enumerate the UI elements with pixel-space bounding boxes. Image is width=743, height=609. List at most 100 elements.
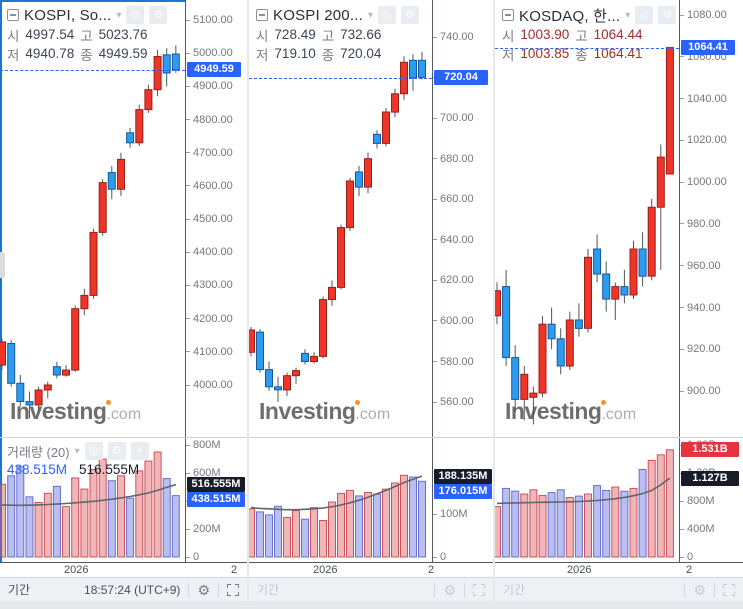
indicator-settings-button[interactable]: ⚙ [107,442,126,460]
series-settings-button[interactable]: ⚙ [400,6,419,24]
fullscreen-button[interactable] [227,583,239,596]
price-tick: 4400.00 [186,245,233,259]
remove-indicator-button[interactable]: × [130,442,149,460]
price-axis[interactable]: 740.00720.00700.00680.00660.00640.00620.… [433,0,493,437]
toolbar-divider [684,582,686,597]
series-settings-button[interactable]: ⚙ [149,6,168,24]
volume-value-label: 188.135M [434,468,492,484]
watermark-orange-dot [355,400,360,405]
chart-canvas[interactable] [0,0,185,562]
price-axis[interactable]: 1080.00 1060.00 1040.00 1020.00 1000.00 980.0… [680,0,743,437]
price-tick: 5000.00 [186,46,233,60]
price-tick: 4100.00 [186,345,233,359]
volume-tick: 100M [433,507,468,521]
open-value: 1003.90 [520,27,570,42]
visibility-toggle-button[interactable]: ◎ [635,6,654,24]
pane-separator[interactable] [495,437,743,438]
price-tick: 620.00 [433,273,474,287]
open-label: 시 [502,28,515,44]
volume-tick: 0 [680,550,693,564]
symbol-title[interactable]: KOSPI 200... [273,6,363,24]
clock: 18:57:24 (UTC+9) [84,582,181,597]
visibility-toggle-button[interactable]: ◎ [377,6,396,24]
symbol-title[interactable]: KOSPI, So... [24,6,112,24]
volume-value-label: 176.015M [434,483,492,499]
axis-border [432,0,433,562]
time-axis-partial-label: 2 [686,564,693,576]
symbol-title[interactable]: KOSDAQ, 한... [519,7,621,25]
visibility-toggle-button[interactable]: ◎ [84,442,103,460]
period-button[interactable]: 기간 [257,583,280,597]
chevron-down-icon[interactable]: ▾ [116,9,122,21]
series-settings-button[interactable]: ⚙ [658,6,677,24]
last-price-line [0,69,185,71]
chevron-down-icon[interactable]: ▾ [625,9,631,21]
period-button[interactable]: 기간 [503,583,526,597]
high-value: 1064.44 [593,27,643,42]
watermark-tld: .com [601,406,637,423]
chevron-down-icon[interactable]: ▾ [367,9,373,21]
low-value: 4940.78 [25,46,75,61]
time-axis-year-label: 2026 [64,564,89,576]
visibility-toggle-button[interactable]: ◎ [126,6,145,24]
pane-separator[interactable] [249,437,493,438]
fullscreen-button[interactable] [723,583,735,596]
price-tick: 940.00 [680,301,721,315]
watermark-brand: Investing [10,398,107,424]
time-axis[interactable]: 2026 2 [249,562,493,577]
period-button[interactable]: 기간 [8,583,31,597]
last-price-line [495,47,679,49]
pane-separator[interactable] [0,437,247,438]
time-axis[interactable]: 2026 2 [495,562,743,577]
time-axis-year-label: 2026 [313,564,338,576]
watermark-tld: .com [355,406,391,423]
close-value: 720.04 [340,46,382,61]
time-axis[interactable]: 2026 2 [0,562,247,577]
price-tick: 640.00 [433,233,474,247]
chart-canvas[interactable] [495,0,679,562]
last-price-label: 4949.59 [187,61,241,77]
close-value: 4949.59 [98,46,148,61]
chart-panel-kosdaq[interactable]: Investing.com KOSDAQ, 한... ▾ ◎ ⚙ 시 1003.9… [495,0,743,601]
chart-properties-button[interactable]: ⚙ [443,581,456,598]
price-tick: 580.00 [433,355,474,369]
chart-properties-button[interactable]: ⚙ [197,581,210,598]
chevron-down-icon[interactable]: ▾ [74,445,80,457]
price-tick: 680.00 [433,152,474,166]
fullscreen-button[interactable] [473,583,485,596]
watermark-tld: .com [106,406,142,423]
tray-icon [502,9,514,21]
price-tick: 4900.00 [186,79,233,93]
chart-canvas[interactable] [249,0,432,562]
volume-tick: 400M [680,522,715,536]
volume-tick: 800M [186,438,221,452]
price-tick: 4300.00 [186,278,233,292]
volume-axis[interactable]: 100M 0 188.135M 176.015M [433,438,493,563]
watermark-brand: Investing [259,398,356,424]
price-axis[interactable]: 5100.00 5000.00 4900.00 4800.00 4700.00 4600.… [186,0,247,437]
chart-panel-kospi[interactable]: Investing.com KOSPI, So... ▾ ◎ ⚙ 시 4997.5… [0,0,247,601]
bottom-toolbar: 기간 ⚙ [495,577,743,601]
price-tick: 4700.00 [186,146,233,160]
time-axis-partial-label: 2 [428,564,435,576]
chart-properties-button[interactable]: ⚙ [693,581,706,598]
symbol-legend: KOSPI, So... ▾ ◎ ⚙ 시 4997.54 고 5023.76 저 49… [7,5,168,63]
volume-tick: 200M [186,522,221,536]
last-price-line [249,77,432,79]
bottom-toolbar: 기간 18:57:24 (UTC+9) ⚙ [0,577,247,601]
watermark-brand: Investing [505,398,602,424]
time-axis-year-label: 2026 [567,564,592,576]
open-label: 시 [7,28,20,44]
price-tick: 920.00 [680,342,721,356]
volume-title[interactable]: 거래량 (20) [7,444,70,460]
price-tick: 4500.00 [186,212,233,226]
low-value: 719.10 [274,46,316,61]
drawing-toolbar-handle[interactable] [0,252,5,278]
price-tick: 600.00 [433,314,474,328]
chart-panel-kospi200[interactable]: Investing.com KOSPI 200... ▾ ◎ ⚙ 시 728.49… [249,0,493,601]
tray-icon [7,9,19,21]
price-tick: 740.00 [433,30,474,44]
watermark: Investing.com [10,398,141,425]
